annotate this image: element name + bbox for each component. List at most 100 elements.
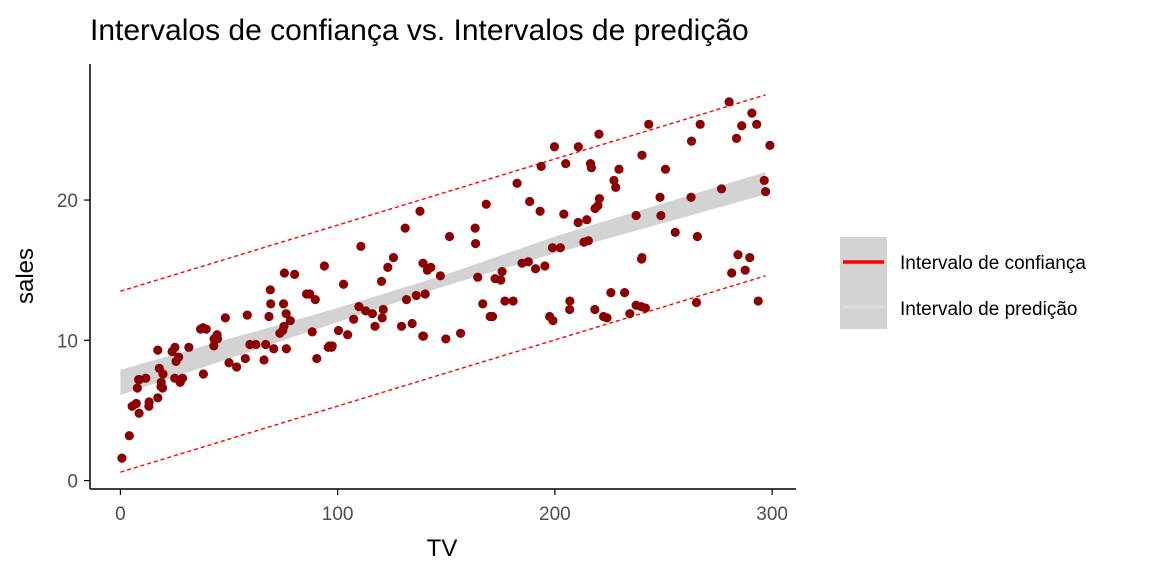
- data-point: [573, 142, 583, 152]
- data-point: [573, 217, 583, 228]
- data-point: [177, 373, 188, 383]
- data-point: [290, 269, 300, 279]
- prediction-upper-line: [120, 94, 766, 292]
- data-point: [686, 136, 697, 146]
- data-point: [153, 393, 163, 403]
- data-point: [418, 331, 429, 341]
- data-point: [420, 289, 430, 299]
- x-tick-label: 100: [322, 504, 354, 525]
- data-point: [455, 328, 466, 338]
- data-point: [547, 243, 558, 253]
- data-point: [637, 252, 647, 263]
- data-point: [583, 236, 593, 246]
- data-point: [606, 288, 616, 298]
- data-point: [686, 192, 696, 202]
- data-point: [418, 258, 428, 268]
- data-point: [264, 311, 274, 322]
- data-point: [356, 241, 366, 251]
- data-point: [184, 342, 194, 352]
- data-point: [540, 261, 550, 271]
- data-point: [281, 309, 291, 319]
- data-point: [378, 304, 388, 315]
- data-point: [349, 314, 359, 324]
- data-point: [565, 304, 575, 315]
- x-axis-title: TV: [427, 535, 458, 562]
- data-point: [530, 264, 541, 274]
- data-point: [370, 321, 380, 331]
- data-point: [144, 397, 154, 407]
- y-axis-title: sales: [12, 248, 39, 304]
- data-point: [444, 231, 455, 242]
- data-point: [232, 362, 242, 372]
- data-point: [478, 299, 488, 309]
- data-point: [594, 194, 605, 204]
- data-point: [435, 271, 445, 281]
- data-point: [737, 121, 747, 131]
- data-point: [266, 299, 276, 309]
- data-point: [594, 129, 604, 139]
- data-point: [644, 119, 654, 129]
- data-point: [640, 303, 651, 313]
- data-point: [724, 97, 734, 107]
- data-point: [265, 285, 275, 295]
- data-point: [354, 302, 364, 312]
- data-point: [555, 243, 565, 253]
- regression-line: [120, 183, 766, 383]
- data-point: [487, 311, 498, 322]
- data-point: [134, 408, 144, 418]
- data-point: [269, 344, 279, 354]
- data-point: [333, 325, 344, 336]
- data-point: [400, 223, 410, 233]
- x-tick-label: 300: [756, 504, 788, 525]
- data-point: [586, 163, 596, 173]
- y-ticks: 0 10 20: [57, 191, 90, 493]
- y-tick-label: 20: [57, 191, 78, 212]
- data-point: [614, 164, 624, 174]
- chart-title: Intervalos de confiança vs. Intervalos d…: [90, 14, 749, 47]
- data-point: [740, 265, 750, 275]
- data-point: [279, 321, 289, 331]
- data-point: [733, 250, 743, 260]
- data-point: [470, 223, 480, 233]
- data-point: [170, 342, 180, 352]
- legend-key-background: [840, 237, 887, 329]
- data-point: [383, 262, 393, 272]
- points-layer: [117, 97, 775, 463]
- data-point: [508, 296, 518, 306]
- data-point: [153, 345, 163, 355]
- data-point: [319, 261, 329, 271]
- data-point: [224, 358, 234, 368]
- data-point: [141, 373, 151, 383]
- data-point: [415, 206, 425, 216]
- data-point: [281, 344, 291, 354]
- data-point: [731, 133, 742, 143]
- data-point: [727, 268, 737, 278]
- data-point: [376, 276, 387, 287]
- data-point: [377, 313, 387, 323]
- data-point: [593, 201, 603, 211]
- data-point: [201, 324, 211, 334]
- data-point: [411, 290, 421, 301]
- data-point: [131, 398, 141, 409]
- data-point: [117, 453, 127, 463]
- data-point: [240, 353, 250, 364]
- data-point: [251, 339, 261, 350]
- data-point: [625, 309, 635, 319]
- data-point: [279, 268, 290, 278]
- data-point: [132, 383, 142, 393]
- data-point: [285, 316, 295, 326]
- data-point: [548, 316, 558, 326]
- data-point: [261, 339, 271, 350]
- data-point: [496, 275, 506, 285]
- data-point: [611, 182, 621, 193]
- data-point: [312, 353, 322, 364]
- data-point: [174, 352, 184, 362]
- data-point: [441, 334, 451, 344]
- data-point: [278, 299, 289, 309]
- data-point: [716, 184, 727, 194]
- line-layer: [120, 94, 766, 473]
- data-point: [367, 309, 377, 319]
- data-point: [631, 210, 641, 221]
- data-point: [753, 296, 763, 306]
- data-point: [198, 369, 208, 379]
